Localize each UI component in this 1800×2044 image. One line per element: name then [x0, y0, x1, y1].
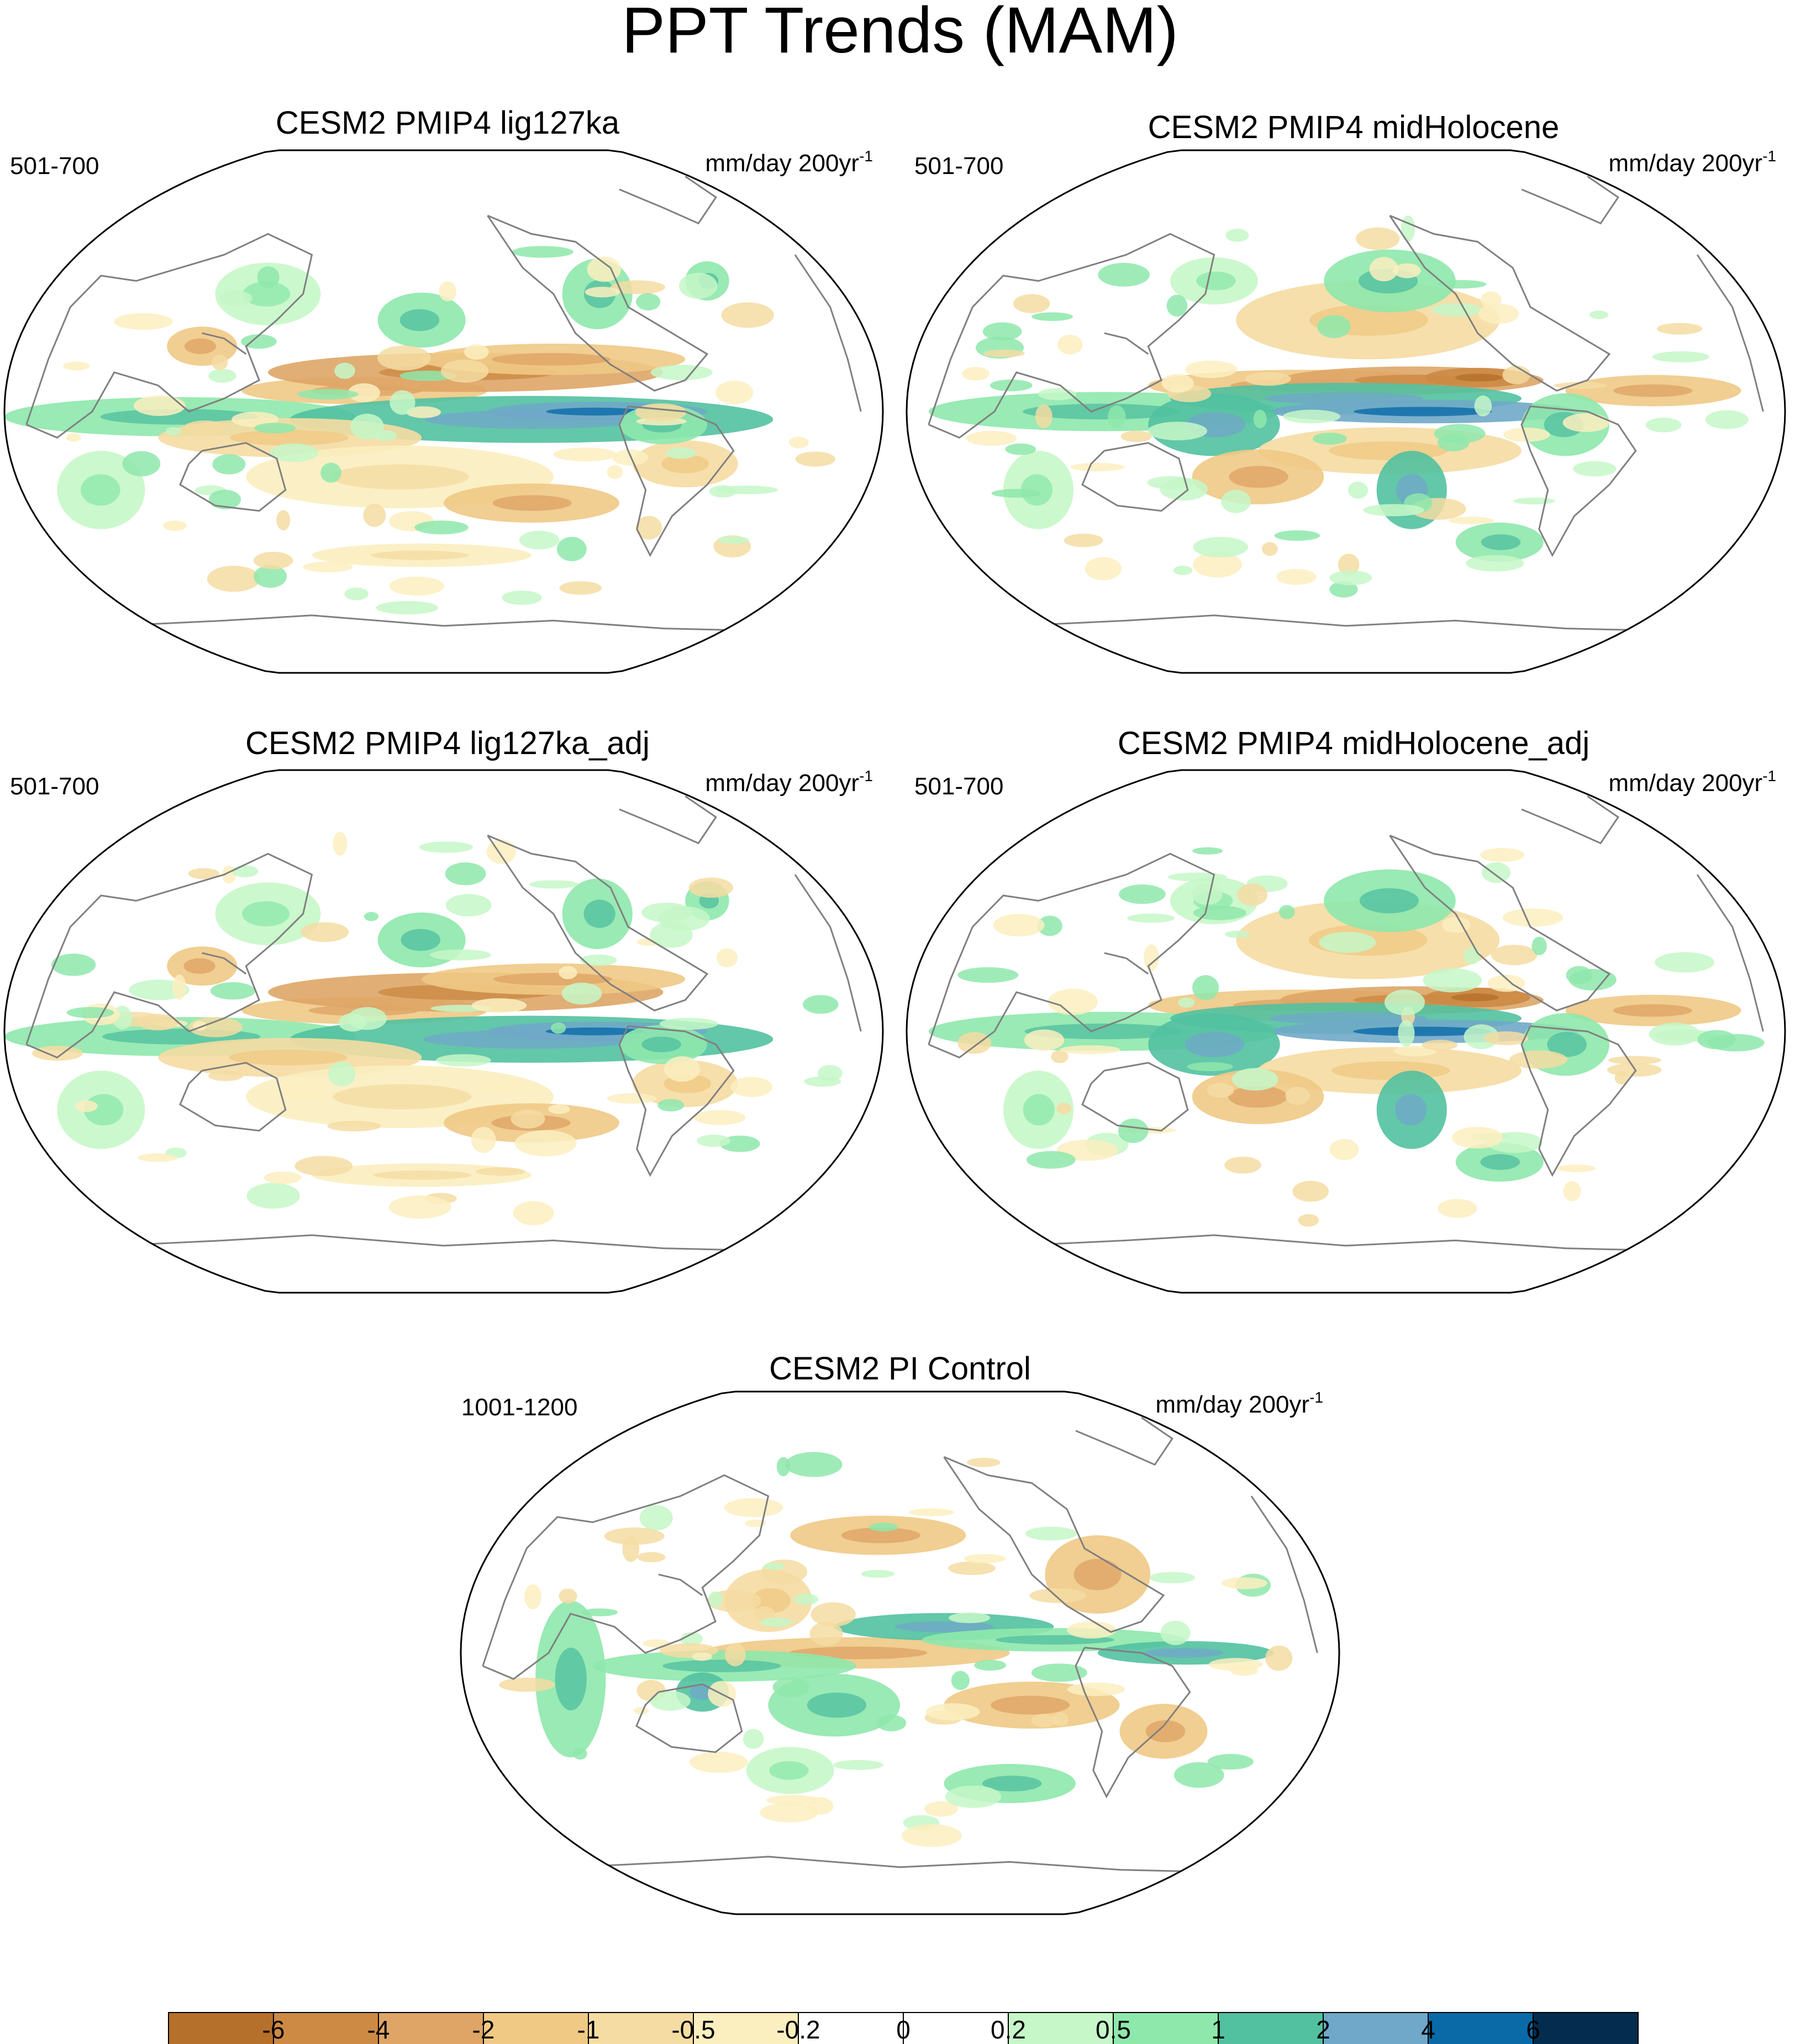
- map-panel-4: CESM2 PMIP4 midHolocene_adj 501-700 mm/day…: [906, 725, 1786, 1294]
- colorbar-swatch: [1218, 2012, 1324, 2044]
- panel-title: CESM2 PMIP4 midHolocene: [1148, 109, 1560, 145]
- anomaly-field: [907, 150, 1785, 673]
- colorbar-swatch: [693, 2012, 799, 2044]
- colorbar-tick-label: 0: [896, 2015, 910, 2044]
- colorbar-tick-label: -0.2: [776, 2015, 820, 2044]
- colorbar-swatch: [588, 2012, 694, 2044]
- map-frame: [906, 149, 1786, 674]
- panel-title: CESM2 PI Control: [769, 1351, 1031, 1387]
- coastlines: [928, 176, 1764, 632]
- panel-units: mm/day 200yr-1: [1608, 767, 1776, 797]
- panel-title: CESM2 PMIP4 lig127ka_adj: [245, 725, 650, 761]
- coastlines: [25, 796, 862, 1252]
- colorbar-tick-label: 0.5: [1096, 2015, 1131, 2044]
- coastlines: [25, 176, 862, 632]
- map-frame: [3, 769, 884, 1294]
- colorbar-swatch: [1113, 2012, 1219, 2044]
- map-panels: CESM2 PMIP4 lig127ka 501-700 mm/day 200yr-…: [3, 105, 1786, 1915]
- map-panel-1: CESM2 PMIP4 lig127ka 501-700 mm/day 200yr-…: [3, 105, 884, 674]
- panel-units: mm/day 200yr-1: [705, 767, 873, 797]
- coastlines: [482, 1417, 1318, 1873]
- panel-period: 501-700: [10, 152, 99, 180]
- colorbar-swatch: [483, 2012, 589, 2044]
- map-panel-2: CESM2 PMIP4 midHolocene 501-700 mm/day 200…: [906, 109, 1786, 674]
- colorbar-tick-label: 6: [1526, 2015, 1540, 2044]
- colorbar: -6 -4 -2 -1 -0.5 -0.2 0 0.2 0.5 1 2 4 6: [168, 2012, 1639, 2044]
- colorbar-swatch: [798, 2012, 904, 2044]
- map-frame: [3, 149, 884, 674]
- panel-period: 501-700: [10, 773, 99, 800]
- map-frame: [460, 1390, 1340, 1915]
- colorbar-tick-label: 1: [1211, 2015, 1225, 2044]
- panel-period: 501-700: [914, 773, 1003, 800]
- anomaly-field: [4, 150, 883, 673]
- panel-period: 501-700: [914, 152, 1003, 180]
- panel-title: CESM2 PMIP4 midHolocene_adj: [1118, 725, 1590, 761]
- panel-units: mm/day 200yr-1: [1155, 1389, 1323, 1418]
- colorbar-tick-label: 2: [1316, 2015, 1330, 2044]
- colorbar-swatch: [378, 2012, 484, 2044]
- colorbar-swatch: [1008, 2012, 1114, 2044]
- colorbar-swatch: [273, 2012, 379, 2044]
- colorbar-tick-label: 0.2: [991, 2015, 1026, 2044]
- map-panel-3: CESM2 PMIP4 lig127ka_adj 501-700 mm/day 20…: [3, 725, 884, 1294]
- colorbar-swatch: [1428, 2012, 1534, 2044]
- panel-title: CESM2 PMIP4 lig127ka: [276, 105, 620, 141]
- colorbar-tick-label: -4: [367, 2015, 390, 2044]
- map-frame: [906, 769, 1786, 1294]
- panel-period: 1001-1200: [461, 1394, 577, 1421]
- panel-units: mm/day 200yr-1: [705, 147, 873, 177]
- anomaly-field: [4, 770, 883, 1293]
- anomaly-field: [461, 1392, 1339, 1914]
- colorbar-swatch: [1533, 2012, 1639, 2044]
- colorbar-tick-label: -6: [262, 2015, 285, 2044]
- figure-title: PPT Trends (MAM): [622, 0, 1178, 67]
- anomaly-field: [907, 770, 1785, 1293]
- panel-units: mm/day 200yr-1: [1608, 147, 1776, 177]
- colorbar-tick-label: -1: [577, 2015, 600, 2044]
- colorbar-tick-label: -0.5: [671, 2015, 715, 2044]
- map-panel-5: CESM2 PI Control 1001-1200 mm/day 200yr-1: [460, 1351, 1340, 1915]
- colorbar-swatch: [1323, 2012, 1429, 2044]
- coastlines: [928, 796, 1764, 1252]
- colorbar-tick-label: 4: [1421, 2015, 1435, 2044]
- colorbar-swatch: [168, 2012, 274, 2044]
- colorbar-tick-label: -2: [472, 2015, 495, 2044]
